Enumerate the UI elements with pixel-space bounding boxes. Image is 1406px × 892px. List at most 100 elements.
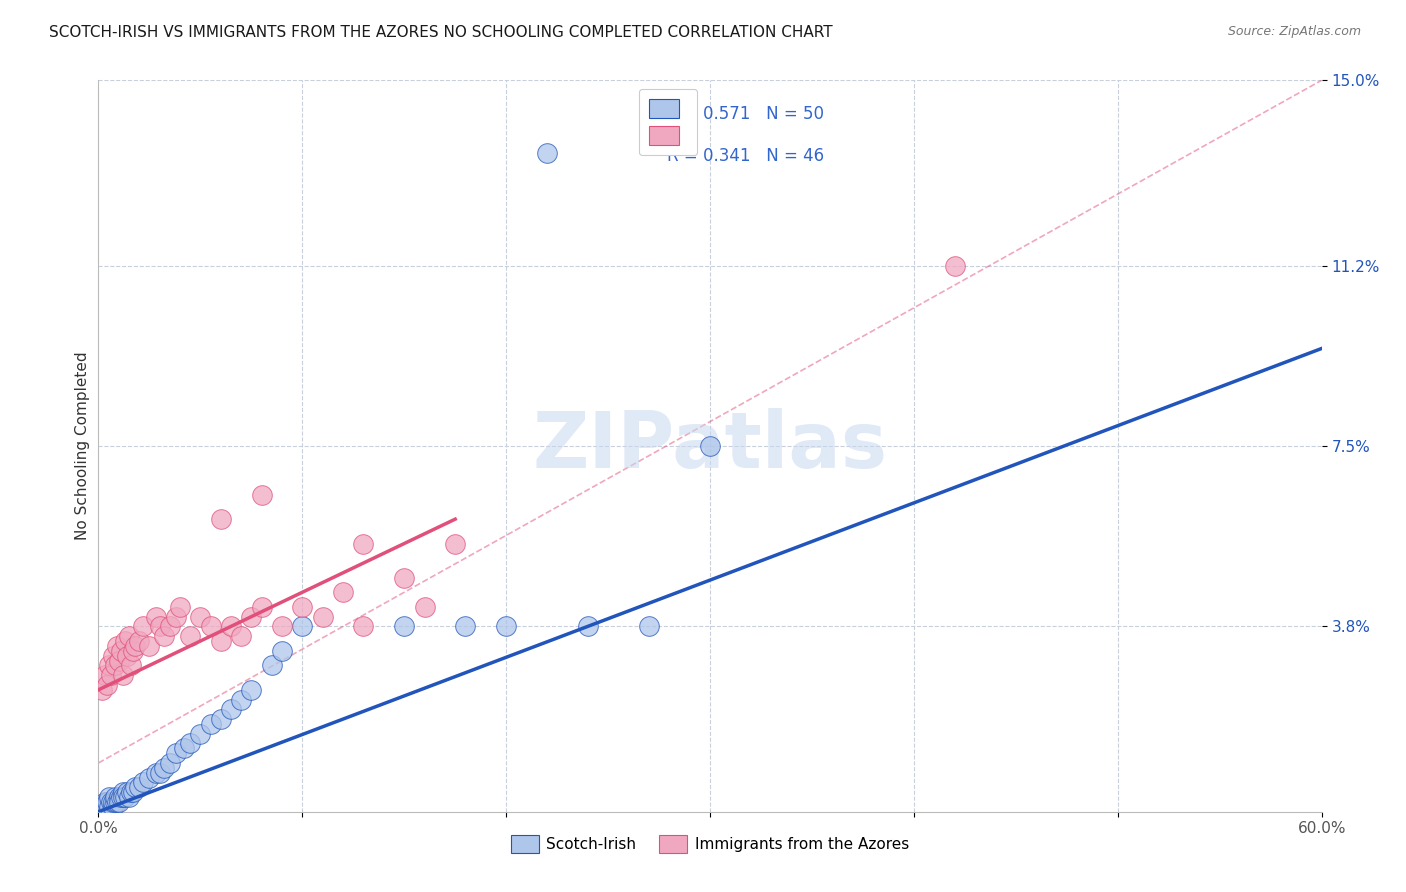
Point: [219, 619, 242, 633]
Point: [250, 488, 273, 502]
Point: [132, 775, 155, 789]
Point: [699, 439, 721, 453]
Point: [495, 619, 517, 633]
Point: [943, 259, 966, 273]
Y-axis label: No Schooling Completed: No Schooling Completed: [75, 351, 90, 541]
Point: [413, 599, 436, 614]
Point: [108, 795, 131, 809]
Point: [105, 795, 128, 809]
Point: [122, 785, 145, 799]
Point: [104, 658, 127, 673]
Point: [97, 658, 120, 673]
Point: [97, 800, 120, 814]
Point: [101, 648, 124, 663]
Point: [159, 756, 181, 770]
Text: ZIPatlas: ZIPatlas: [533, 408, 887, 484]
Point: [101, 800, 124, 814]
Legend: , : ,: [638, 88, 697, 155]
Point: [260, 658, 283, 673]
Point: [114, 634, 136, 648]
Point: [209, 512, 232, 526]
Point: [179, 736, 201, 750]
Point: [124, 639, 146, 653]
Point: [120, 658, 142, 673]
Point: [124, 780, 146, 795]
Text: R = 0.341   N = 46: R = 0.341 N = 46: [668, 146, 824, 165]
Point: [250, 599, 273, 614]
Point: [159, 619, 181, 633]
Point: [110, 790, 132, 805]
Point: [352, 536, 374, 550]
Point: [93, 795, 115, 809]
Point: [188, 727, 212, 741]
Point: [165, 746, 187, 760]
Text: Source: ZipAtlas.com: Source: ZipAtlas.com: [1227, 25, 1361, 38]
Point: [93, 668, 115, 682]
Point: [145, 609, 167, 624]
Point: [114, 790, 136, 805]
Point: [104, 790, 127, 805]
Point: [111, 790, 134, 805]
Point: [108, 654, 131, 668]
Point: [231, 629, 253, 643]
Point: [173, 741, 195, 756]
Point: [200, 619, 222, 633]
Point: [444, 536, 467, 550]
Point: [97, 790, 120, 805]
Point: [111, 785, 134, 799]
Point: [101, 795, 124, 809]
Point: [122, 644, 145, 658]
Point: [200, 717, 222, 731]
Point: [132, 619, 155, 633]
Point: [291, 619, 314, 633]
Point: [120, 785, 142, 799]
Text: SCOTCH-IRISH VS IMMIGRANTS FROM THE AZORES NO SCHOOLING COMPLETED CORRELATION CH: SCOTCH-IRISH VS IMMIGRANTS FROM THE AZOR…: [49, 25, 832, 40]
Point: [91, 682, 114, 697]
Point: [240, 682, 263, 697]
Point: [105, 639, 128, 653]
Point: [169, 599, 191, 614]
Point: [332, 585, 354, 599]
Point: [454, 619, 477, 633]
Point: [312, 609, 335, 624]
Point: [149, 619, 172, 633]
Point: [392, 619, 416, 633]
Point: [93, 800, 115, 814]
Point: [118, 790, 141, 805]
Point: [96, 678, 118, 692]
Point: [108, 790, 131, 805]
Point: [96, 800, 118, 814]
Point: [100, 795, 122, 809]
Point: [209, 634, 232, 648]
Point: [165, 609, 187, 624]
Point: [392, 571, 416, 585]
Point: [100, 668, 122, 682]
Point: [91, 800, 114, 814]
Point: [188, 609, 212, 624]
Point: [152, 761, 174, 775]
Point: [128, 780, 150, 795]
Point: [536, 146, 558, 161]
Point: [128, 634, 150, 648]
Point: [352, 619, 374, 633]
Point: [231, 692, 253, 706]
Point: [270, 644, 294, 658]
Point: [115, 785, 138, 799]
Point: [149, 765, 172, 780]
Point: [110, 644, 132, 658]
Point: [115, 648, 138, 663]
Point: [152, 629, 174, 643]
Point: [118, 629, 141, 643]
Point: [111, 668, 134, 682]
Point: [291, 599, 314, 614]
Point: [240, 609, 263, 624]
Point: [138, 639, 160, 653]
Point: [104, 795, 127, 809]
Point: [179, 629, 201, 643]
Point: [637, 619, 661, 633]
Point: [219, 702, 242, 716]
Text: R = 0.571   N = 50: R = 0.571 N = 50: [668, 105, 824, 123]
Point: [96, 795, 118, 809]
Point: [209, 712, 232, 726]
Point: [145, 765, 167, 780]
